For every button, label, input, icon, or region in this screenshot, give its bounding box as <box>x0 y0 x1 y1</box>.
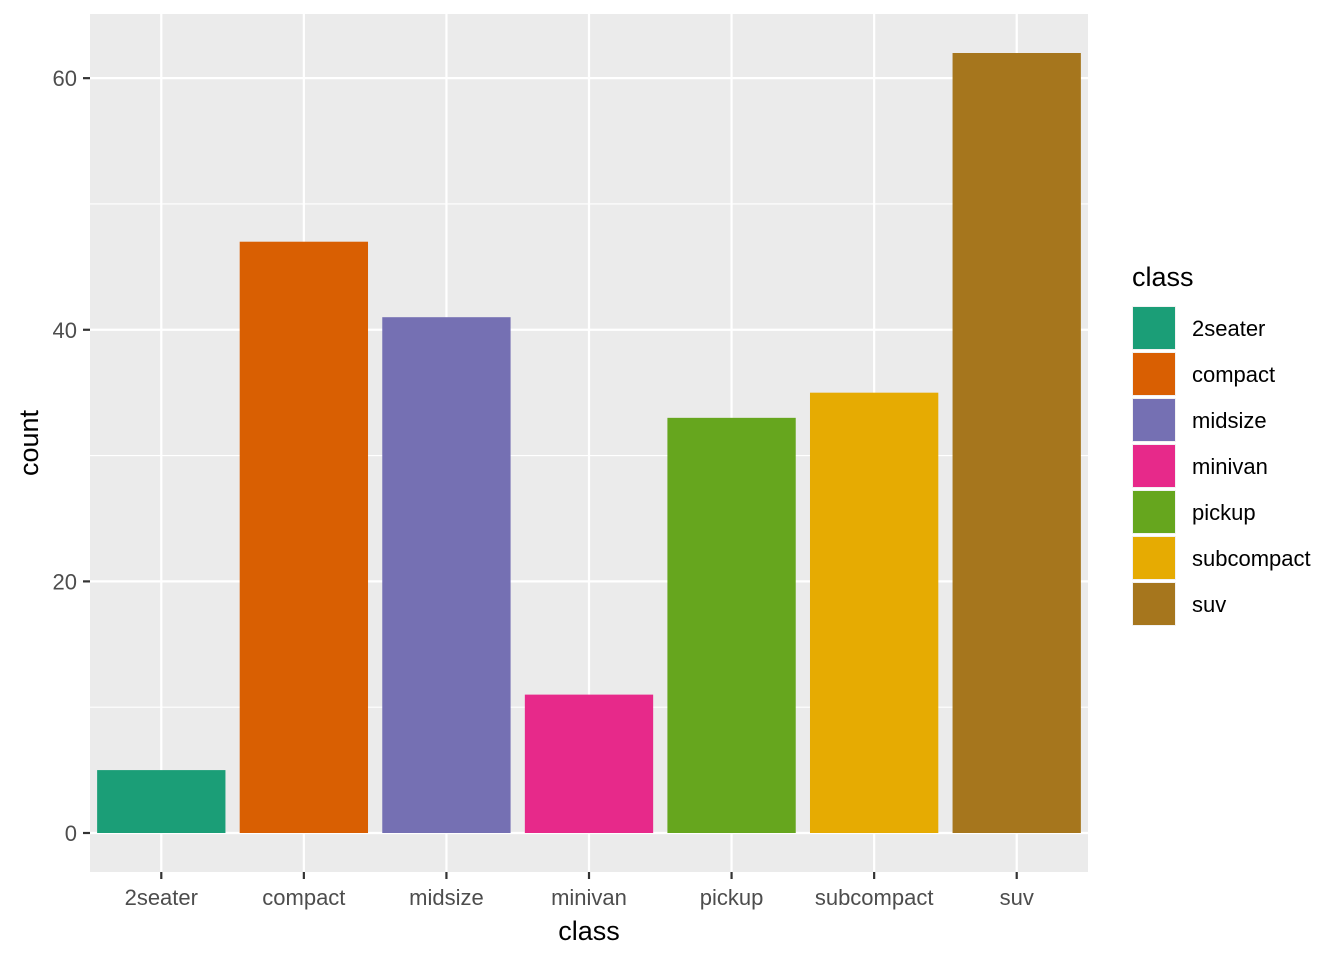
legend-label-2seater: 2seater <box>1192 316 1265 341</box>
bar-suv <box>952 53 1081 833</box>
bars <box>97 53 1081 834</box>
legend-swatch-subcompact <box>1133 537 1175 579</box>
legend-label-compact: compact <box>1192 362 1275 387</box>
x-tick-label: suv <box>1000 885 1034 910</box>
legend-swatch-midsize <box>1133 399 1175 441</box>
bar-minivan <box>524 694 654 833</box>
legend-title: class <box>1132 262 1194 292</box>
bar-2seater <box>97 770 226 833</box>
y-axis: 0 20 40 60 <box>53 66 90 846</box>
bar-subcompact <box>809 392 939 833</box>
legend-label-subcompact: subcompact <box>1192 546 1311 571</box>
legend-label-pickup: pickup <box>1192 500 1256 525</box>
x-tick-label: pickup <box>700 885 764 910</box>
legend-label-suv: suv <box>1192 592 1226 617</box>
bar-compact <box>239 241 369 834</box>
y-tick-label: 60 <box>53 66 77 91</box>
x-axis: 2seater compact midsize minivan pickup subcom… <box>125 872 1034 910</box>
legend-swatch-2seater <box>1133 307 1175 349</box>
y-tick-label: 20 <box>53 569 77 594</box>
legend-swatch-suv <box>1133 583 1175 625</box>
bar-pickup <box>667 417 796 833</box>
x-tick-label: subcompact <box>815 885 934 910</box>
legend-swatch-pickup <box>1133 491 1175 533</box>
bar-midsize <box>382 317 511 833</box>
x-tick-label: compact <box>262 885 345 910</box>
legend-label-midsize: midsize <box>1192 408 1267 433</box>
legend: 2seater compact midsize minivan pickup subcom… <box>1132 306 1311 626</box>
y-tick-label: 0 <box>65 821 77 846</box>
legend-swatch-compact <box>1133 353 1175 395</box>
legend-swatch-minivan <box>1133 445 1175 487</box>
x-tick-label: midsize <box>409 885 484 910</box>
x-tick-label: 2seater <box>125 885 198 910</box>
x-axis-title: class <box>558 916 620 946</box>
y-axis-title: count <box>14 409 44 476</box>
y-tick-label: 40 <box>53 318 77 343</box>
legend-label-minivan: minivan <box>1192 454 1268 479</box>
x-tick-label: minivan <box>551 885 627 910</box>
